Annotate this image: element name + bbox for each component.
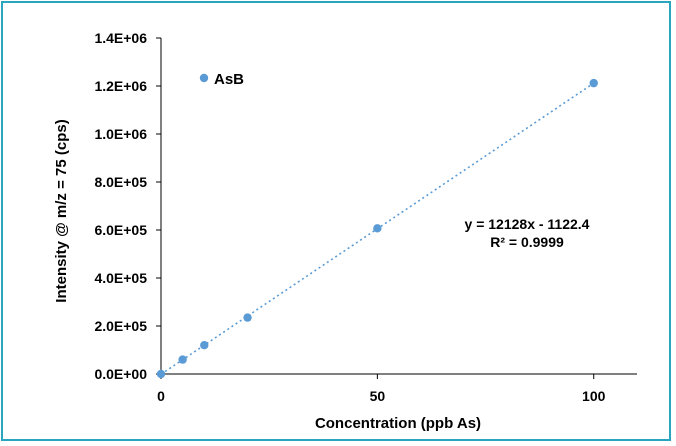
x-tick-label: 100 xyxy=(582,388,606,404)
y-tick-label: 6.0E+05 xyxy=(94,222,147,238)
legend-label-asb: AsB xyxy=(214,71,244,88)
data-points xyxy=(156,78,598,379)
chart-axes xyxy=(156,37,637,379)
data-point xyxy=(156,369,166,379)
y-tick-label: 0.0E+00 xyxy=(94,366,147,382)
y-tick-label: 1.4E+06 xyxy=(94,30,147,46)
chart-tick-labels: 0.0E+00 2.0E+05 4.0E+05 6.0E+05 8.0E+05 1.0E+… xyxy=(94,30,605,404)
y-tick-label: 1.2E+06 xyxy=(94,78,147,94)
data-point xyxy=(589,78,598,88)
data-point xyxy=(243,313,252,322)
x-tick-label: 0 xyxy=(157,388,165,404)
y-tick-label: 1.0E+06 xyxy=(94,126,147,142)
y-tick-label: 2.0E+05 xyxy=(94,318,147,334)
data-point xyxy=(200,341,209,350)
x-axis-title: Concentration (ppb As) xyxy=(315,415,481,432)
y-tick-label: 4.0E+05 xyxy=(94,270,147,286)
trendline-equation: y = 12128x - 1122.4 xyxy=(465,216,590,232)
legend: AsB xyxy=(199,71,244,88)
chart-frame xyxy=(1,1,671,441)
trendline-r-squared: R² = 0.9999 xyxy=(490,234,564,250)
y-axis-title: Intensity @ m/z = 75 (cps) xyxy=(53,119,70,302)
data-point xyxy=(178,355,187,364)
x-tick-label: 50 xyxy=(370,388,386,404)
legend-marker-asb xyxy=(199,73,209,83)
y-tick-label: 8.0E+05 xyxy=(94,174,147,190)
data-point xyxy=(373,224,382,233)
